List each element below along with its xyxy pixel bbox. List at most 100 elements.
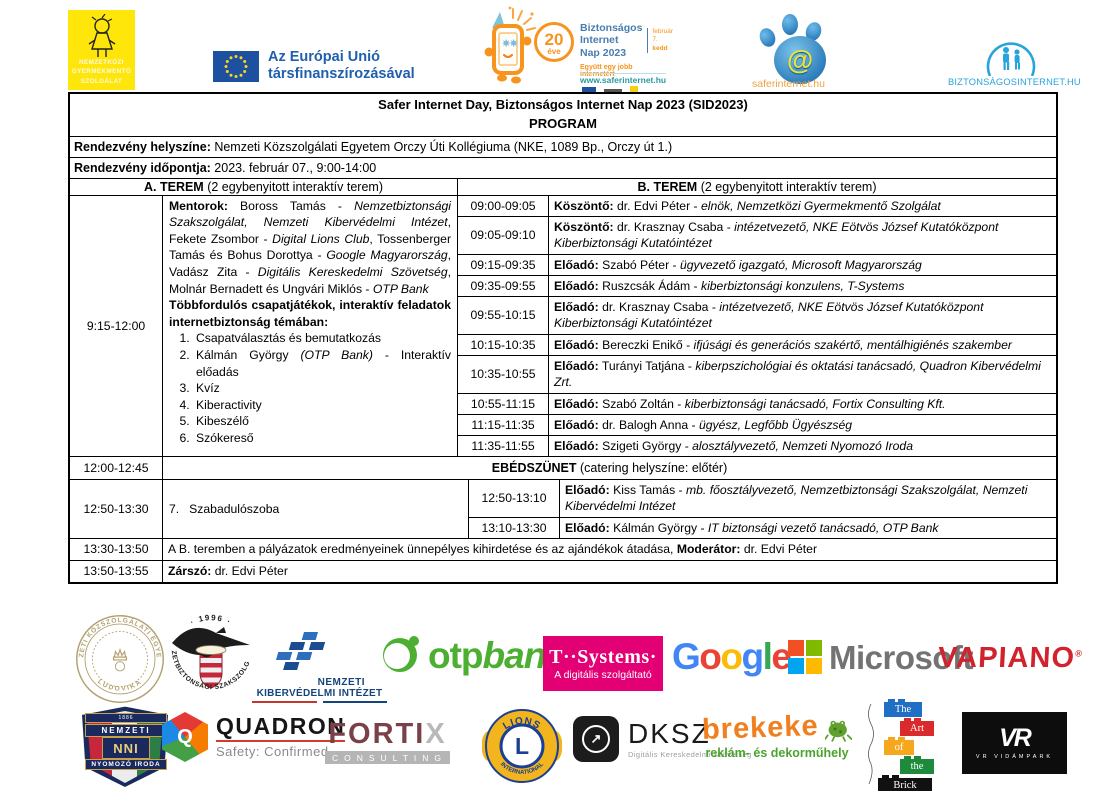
session-description: Előadó: Szabó Zoltán - kiberbiztonsági t…	[554, 396, 946, 411]
session-description: Köszöntő: dr. Edvi Péter - elnök, Nemzet…	[554, 198, 941, 213]
child-doodle-icon	[88, 14, 116, 57]
session-description: Előadó: Ruszcsák Ádám - kiberbiztonsági …	[554, 278, 905, 293]
schedule-row: 10:15-10:35 Előadó: Bereczki Enikő - ifjú…	[458, 334, 1056, 356]
arc-children-icon	[986, 42, 1035, 76]
closing-row: 13:50-13:55 Zárszó: dr. Edvi Péter	[70, 559, 1056, 582]
quadron-logo: Q QUADRON Safety: Confirmed	[162, 712, 346, 762]
schedule-row: 13:10-13:30 Előadó: Kálmán György - IT bi…	[469, 517, 1056, 538]
activity-item: Kálmán György (OTP Bank) - Interaktív el…	[193, 347, 451, 380]
svg-text:NEMZETI KÖZSZOLGÁLATI EGYETEM: NEMZETI KÖZSZOLGÁLATI EGYETEM	[74, 613, 162, 659]
eu-text-line2: társfinanszírozásával	[268, 66, 415, 83]
at-sign: @	[786, 44, 814, 75]
biztonsagosinternet-label: BIZTONSÁGOSINTERNET.HU	[948, 77, 1081, 87]
svg-text:LIONS: LIONS	[501, 716, 542, 732]
otpbank-logo: otpbank	[383, 636, 566, 674]
lego-brick: the	[900, 756, 934, 774]
date-row: Rendezvény időpontja: 2023. február 07.,…	[70, 156, 1056, 178]
lions-letter: L	[515, 733, 529, 759]
session-description: Előadó: Kiss Tamás - mb. főosztályvezető…	[565, 482, 1028, 514]
nki-tiles-icon	[275, 632, 326, 670]
schedule-row: 11:35-11:55 Előadó: Szigeti György - alos…	[458, 435, 1056, 456]
dksz-logo: ↗ DKSZ Digitális Kereskedelmi Szövetség	[573, 716, 752, 762]
time-cell: 12:50-13:30	[70, 479, 163, 538]
nbsz-eagle-logo: · 1996 · NEMZETBIZTONSÁGI SZAKSZOLGÁLAT	[161, 602, 259, 711]
sid-url: www.saferinternet.hu	[580, 73, 667, 85]
program-title: Safer Internet Day, Biztonságos Internet…	[378, 97, 748, 112]
sid-title-line: Nap 2023	[580, 46, 627, 59]
vr-vidampark-logo: VR VR VIDÁMPARK	[962, 712, 1067, 774]
venue-row: Rendezvény helyszíne: Nemzeti Közszolgál…	[70, 135, 1056, 157]
schedule-row: 12:50-13:10 Előadó: Kiss Tamás - mb. főos…	[469, 479, 1056, 518]
session-description: Előadó: Turányi Tatjána - kiberpszicholó…	[554, 358, 1041, 390]
eu-flag-icon	[213, 50, 259, 82]
ngysz-logo: NEMZETKÖZI GYERMEKMENTŐ SZOLGÁLAT	[68, 10, 135, 90]
vr-label: VR VIDÁMPARK	[975, 754, 1054, 760]
activity-item: Szókereső	[193, 430, 451, 447]
session-description: Előadó: Kálmán György - IT biztonsági ve…	[565, 520, 939, 535]
quadron-wordmark: QUADRON	[216, 713, 346, 739]
vapiano-logo: VAPIANO®	[937, 642, 1084, 674]
google-letter: o	[699, 636, 722, 677]
schedule-row: 09:00-09:05 Köszöntő: dr. Edvi Péter - el…	[458, 195, 1056, 217]
signature-squiggle	[868, 703, 874, 785]
time-cell: 11:35-11:55	[458, 435, 549, 456]
activity-item: Kvíz	[193, 380, 451, 397]
frog-icon	[824, 720, 852, 742]
session-description: Előadó: Bereczki Enikő - ifjúsági és gen…	[554, 337, 1012, 352]
date-label: Rendezvény időpontja:	[74, 160, 211, 175]
lions-arc-top: LIONS	[501, 716, 541, 732]
svg-text:LUDOVIKA: LUDOVIKA	[96, 678, 144, 693]
sid-title-line: Biztonságos	[580, 22, 643, 34]
lego-brick: The	[884, 699, 922, 717]
lunch-text: EBÉDSZÜNET (catering helyszíne: előtér)	[491, 460, 728, 475]
room-a-afternoon-item: 7. Szabadulószoba	[163, 479, 469, 538]
room-b-afternoon-schedule: 12:50-13:10 Előadó: Kiss Tamás - mb. főos…	[469, 479, 1056, 538]
paw-pad-icon: @	[774, 36, 826, 84]
room-a-column: 9:15-12:00 Mentorok: Boross Tamás - Nemz…	[70, 195, 458, 456]
google-letter: g	[741, 636, 765, 677]
program-subtitle: PROGRAM	[529, 115, 597, 131]
awards-row: 13:30-13:50 A B. teremben a pályázatok e…	[70, 537, 1056, 560]
fortix-consulting-bar: CONSULTING	[325, 751, 450, 764]
dksz-arrow-icon: ↗	[573, 716, 619, 762]
sid-cofunder-marks	[582, 86, 638, 96]
time-cell: 09:00-09:05	[458, 195, 549, 216]
session-description: Előadó: dr. Balogh Anna - ügyész, Legfőb…	[554, 417, 853, 432]
otp-icon	[383, 636, 421, 674]
lego-brick: Art	[900, 718, 934, 736]
morning-body-row: 9:15-12:00 Mentorok: Boross Tamás - Nemz…	[70, 194, 1056, 456]
time-cell: 12:50-13:10	[469, 479, 560, 517]
brekeke-wordmark: brekeke	[701, 709, 820, 747]
ludovika-arc-bottom: LUDOVIKA	[96, 678, 142, 693]
brekeke-logo: brekeke reklám- és dekorműhely	[701, 709, 852, 760]
nni-badge-logo: 1886 NEMZETI NNI NYOMOZÓ IRODA	[82, 705, 168, 787]
biztonsagosinternet-logo: BIZTONSÁGOSINTERNET.HU	[948, 34, 1081, 90]
schedule-row: 10:55-11:15 Előadó: Szabó Zoltán - kiberb…	[458, 393, 1056, 415]
brekeke-tagline: reklám- és dekorműhely	[705, 746, 849, 760]
time-cell: 11:15-11:35	[458, 414, 549, 435]
schedule-row: 09:55-10:15 Előadó: dr. Krasznay Csaba - …	[458, 296, 1056, 335]
sid-title-block: Biztonságos Internet Nap 2023 február 7.…	[580, 22, 673, 59]
art-of-the-brick-logo: The Art of the Brick	[868, 699, 958, 791]
time-cell: 13:10-13:30	[469, 517, 560, 538]
nni-ribbon-top: 1886	[85, 713, 167, 723]
time-cell: 09:15-09:35	[458, 254, 549, 275]
time-cell: 09:35-09:55	[458, 275, 549, 296]
awards-text: A B. teremben a pályázatok eredményeinek…	[168, 542, 818, 557]
time-cell: 12:00-12:45	[70, 456, 163, 479]
sid2023-logo: 20 éve Biztonságos Internet Nap 2023 feb…	[478, 6, 673, 96]
saferinternet-label: saferinternet.hu	[752, 78, 825, 90]
svg-text:· 1996 ·: · 1996 ·	[189, 613, 233, 627]
venue-label: Rendezvény helyszíne:	[74, 139, 211, 154]
nni-monogram: NNI	[102, 737, 150, 759]
room-a-mentors: Mentorok: Boross Tamás - Nemzetbiztonság…	[169, 198, 452, 296]
microsoft-wordmark: Microsoft	[829, 638, 974, 676]
lego-brick: of	[884, 737, 914, 755]
time-cell: 09:55-10:15	[458, 296, 549, 334]
nni-ribbon-bottom: NYOMOZÓ IRODA	[85, 759, 167, 770]
room-a-header: A. TEREM (2 egybenyitott interaktív tere…	[70, 178, 458, 195]
microsoft-logo: Microsoft	[788, 638, 974, 676]
tsystems-logo: T··Systems· A digitális szolgáltató	[543, 636, 663, 691]
program-title-row: Safer Internet Day, Biztonságos Internet…	[70, 94, 1056, 136]
